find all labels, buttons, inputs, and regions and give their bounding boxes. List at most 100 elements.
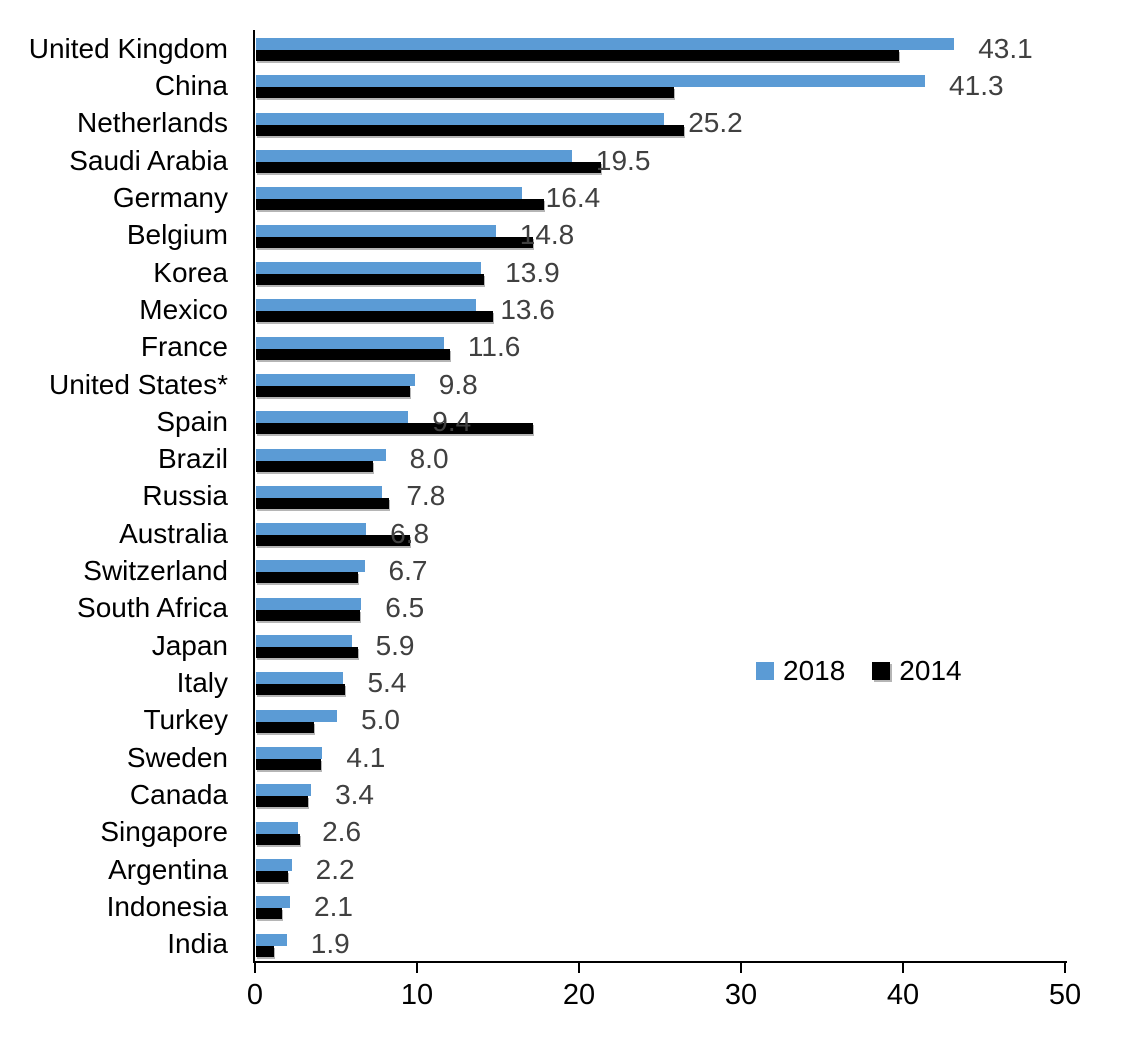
legend-label-2014: 2014 <box>899 655 962 686</box>
category-label: United States* <box>49 368 228 400</box>
chart-row: United Kingdom 43.1 <box>0 30 1123 67</box>
legend-label-2018: 2018 <box>783 655 846 686</box>
category-label: India <box>167 928 228 960</box>
bar-2014 <box>256 609 360 621</box>
bar-2018 <box>256 411 409 424</box>
bar-2018 <box>256 373 415 386</box>
category-label: Sweden <box>126 741 228 773</box>
bar-2014 <box>256 460 373 472</box>
chart-row: Australia 6.8 <box>0 515 1123 552</box>
bar-2014 <box>256 124 684 136</box>
bar-2014 <box>256 199 545 211</box>
bar-2014 <box>256 423 534 435</box>
bar-2014 <box>256 50 900 61</box>
category-label: Argentina <box>108 853 228 885</box>
chart-row: Indonesia 2.1 <box>0 888 1123 925</box>
bar-2018 <box>256 38 955 50</box>
category-label: Netherlands <box>77 107 228 139</box>
category-label: United Kingdom <box>28 32 228 64</box>
value-label: 16.4 <box>545 181 601 213</box>
chart-row: Spain 9.4 <box>0 403 1123 440</box>
y-axis-line <box>253 30 255 963</box>
category-label: Saudi Arabia <box>69 144 228 176</box>
bar-2014 <box>256 945 274 957</box>
category-label: Mexico <box>139 293 228 325</box>
category-label: Korea <box>153 256 228 288</box>
bar-2018 <box>256 933 287 946</box>
chart-row: Switzerland 6.7 <box>0 552 1123 589</box>
value-label: 7.8 <box>406 480 446 512</box>
chart-row: South Africa 6.5 <box>0 590 1123 627</box>
bar-2018 <box>256 485 383 498</box>
value-label: 3.4 <box>335 779 375 811</box>
bar-2018 <box>256 336 444 349</box>
bar-2018 <box>256 75 926 88</box>
bar-2018 <box>256 597 362 610</box>
x-axis-tick-label: 0 <box>246 979 264 1011</box>
chart-row: Singapore 2.6 <box>0 814 1123 851</box>
bar-2014 <box>256 87 674 99</box>
chart-row: Italy 5.4 <box>0 664 1123 701</box>
chart-legend: 2018 2014 <box>756 655 962 687</box>
bar-2018 <box>256 896 291 909</box>
bar-2014 <box>256 348 451 360</box>
chart-row: Germany 16.4 <box>0 179 1123 216</box>
x-axis-tick-label: 50 <box>1048 979 1082 1011</box>
bar-2014 <box>256 721 315 733</box>
value-label: 11.6 <box>467 331 521 363</box>
value-label: 5.4 <box>367 667 407 699</box>
x-axis-tick <box>254 963 256 973</box>
x-axis-tick-label: 20 <box>562 979 596 1011</box>
chart-row: Russia 7.8 <box>0 478 1123 515</box>
chart-row: Saudi Arabia 19.5 <box>0 142 1123 179</box>
x-axis-tick <box>416 963 418 973</box>
bar-2018 <box>256 635 352 648</box>
bar-2018 <box>256 261 482 274</box>
value-label: 1.9 <box>310 928 350 960</box>
bar-2018 <box>256 747 323 760</box>
category-label: Spain <box>156 405 228 437</box>
value-label: 13.6 <box>500 293 555 325</box>
category-label: Germany <box>112 181 228 213</box>
chart-row: Canada 3.4 <box>0 776 1123 813</box>
chart-row: Belgium 14.8 <box>0 217 1123 254</box>
x-axis-tick <box>902 963 904 973</box>
value-label: 43.1 <box>978 32 1033 64</box>
value-label: 5.0 <box>361 704 400 736</box>
category-label: Indonesia <box>106 891 228 923</box>
bar-2018 <box>256 560 365 573</box>
value-label: 2.2 <box>315 853 355 885</box>
x-axis-tick-label: 30 <box>724 979 758 1011</box>
bar-2014 <box>256 572 359 584</box>
value-label: 25.2 <box>688 107 743 139</box>
bar-2018 <box>256 448 386 461</box>
bar-2018 <box>256 859 292 872</box>
bar-2014 <box>256 908 282 920</box>
value-label: 2.1 <box>314 891 353 923</box>
chart-row: Mexico 13.6 <box>0 291 1123 328</box>
legend-entry-2014: 2014 <box>872 655 962 687</box>
x-axis-tick-label: 10 <box>400 979 434 1011</box>
category-label: Russia <box>142 480 228 512</box>
value-label: 4.1 <box>346 741 386 773</box>
bar-2014 <box>256 273 485 285</box>
chart-row: China 41.3 <box>0 67 1123 104</box>
x-axis-tick <box>740 963 742 973</box>
category-label: Brazil <box>157 443 228 475</box>
bar-2018 <box>256 784 312 797</box>
chart-row: India 1.9 <box>0 926 1123 963</box>
category-label: Singapore <box>100 816 228 848</box>
bar-2014 <box>256 535 410 547</box>
legend-swatch-2014 <box>872 662 891 680</box>
legend-entry-2018: 2018 <box>756 655 845 687</box>
value-label: 6.7 <box>388 555 428 587</box>
chart-row: Sweden 4.1 <box>0 739 1123 776</box>
chart-row: Brazil 8.0 <box>0 441 1123 478</box>
legend-swatch-2018 <box>756 662 774 680</box>
value-label: 41.3 <box>949 69 1004 101</box>
value-label: 13.9 <box>505 256 560 288</box>
bar-2014 <box>256 497 389 509</box>
bar-2014 <box>256 684 346 696</box>
bar-2018 <box>256 149 572 162</box>
